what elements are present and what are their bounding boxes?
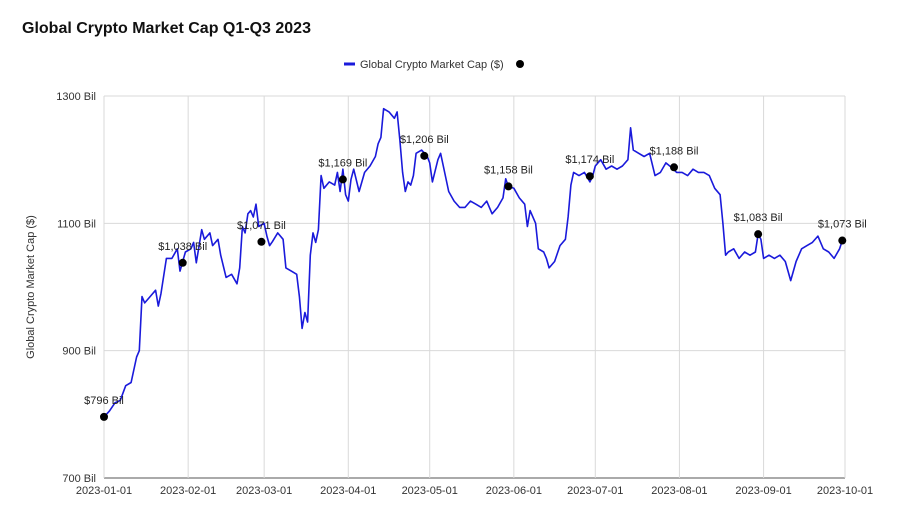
annotation-label: $1,071 Bil bbox=[237, 220, 286, 232]
annotation-label: $1,083 Bil bbox=[734, 212, 783, 224]
x-tick-label: 2023-08-01 bbox=[651, 485, 707, 497]
annotation-point bbox=[670, 163, 678, 172]
annotation-label: $1,158 Bil bbox=[484, 164, 533, 176]
annotation-label: $1,174 Bil bbox=[565, 154, 614, 166]
annotation-point bbox=[257, 237, 266, 246]
y-tick-label: 1300 Bil bbox=[56, 91, 96, 103]
annotation-label: $1,073 Bil bbox=[818, 219, 867, 231]
x-tick-label: 2023-04-01 bbox=[320, 485, 376, 497]
x-tick-label: 2023-01-01 bbox=[76, 485, 132, 497]
grid-layer bbox=[103, 95, 846, 479]
annotation-label: $796 Bil bbox=[84, 395, 124, 407]
annotation-layer: $796 Bil $1,038 Bil $1,071 Bil $1,169 Bil $1… bbox=[84, 134, 867, 421]
y-tick-label: 900 Bil bbox=[62, 346, 96, 358]
x-tick-label: 2023-06-01 bbox=[486, 485, 542, 497]
y-axis-title: Global Crypto Market Cap ($) bbox=[25, 215, 37, 359]
annotation-label: $1,206 Bil bbox=[400, 134, 449, 146]
x-tick-label: 2023-07-01 bbox=[567, 485, 623, 497]
x-tick-label: 2023-10-01 bbox=[817, 485, 873, 497]
annotation-point bbox=[754, 230, 763, 239]
axis-layer: 700 Bil 900 Bil 1100 Bil 1300 Bil 2023-01-01… bbox=[25, 91, 873, 497]
x-tick-label: 2023-09-01 bbox=[735, 485, 791, 497]
legend-point-swatch bbox=[516, 60, 524, 68]
legend-label: Global Crypto Market Cap ($) bbox=[360, 59, 504, 71]
series-layer bbox=[103, 107, 844, 418]
annotation-point bbox=[100, 412, 108, 421]
x-tick-label: 2023-03-01 bbox=[236, 485, 292, 497]
x-tick-label: 2023-05-01 bbox=[402, 485, 458, 497]
legend-layer: Global Crypto Market Cap ($) bbox=[344, 59, 524, 71]
series-line bbox=[103, 107, 844, 418]
annotation-point bbox=[504, 182, 513, 191]
annotation-point bbox=[838, 236, 847, 245]
annotation-point bbox=[338, 175, 347, 184]
annotation-label: $1,038 Bil bbox=[158, 241, 207, 253]
y-tick-label: 700 Bil bbox=[62, 473, 96, 485]
annotation-label: $1,169 Bil bbox=[318, 157, 367, 169]
annotation-point bbox=[178, 258, 187, 267]
annotation-point bbox=[420, 151, 429, 160]
y-tick-label: 1100 Bil bbox=[57, 218, 96, 230]
annotation-label: $1,188 Bil bbox=[650, 145, 699, 157]
x-tick-label: 2023-02-01 bbox=[160, 485, 216, 497]
chart-title: Global Crypto Market Cap Q1-Q3 2023 bbox=[22, 20, 311, 37]
annotation-point bbox=[585, 172, 594, 181]
